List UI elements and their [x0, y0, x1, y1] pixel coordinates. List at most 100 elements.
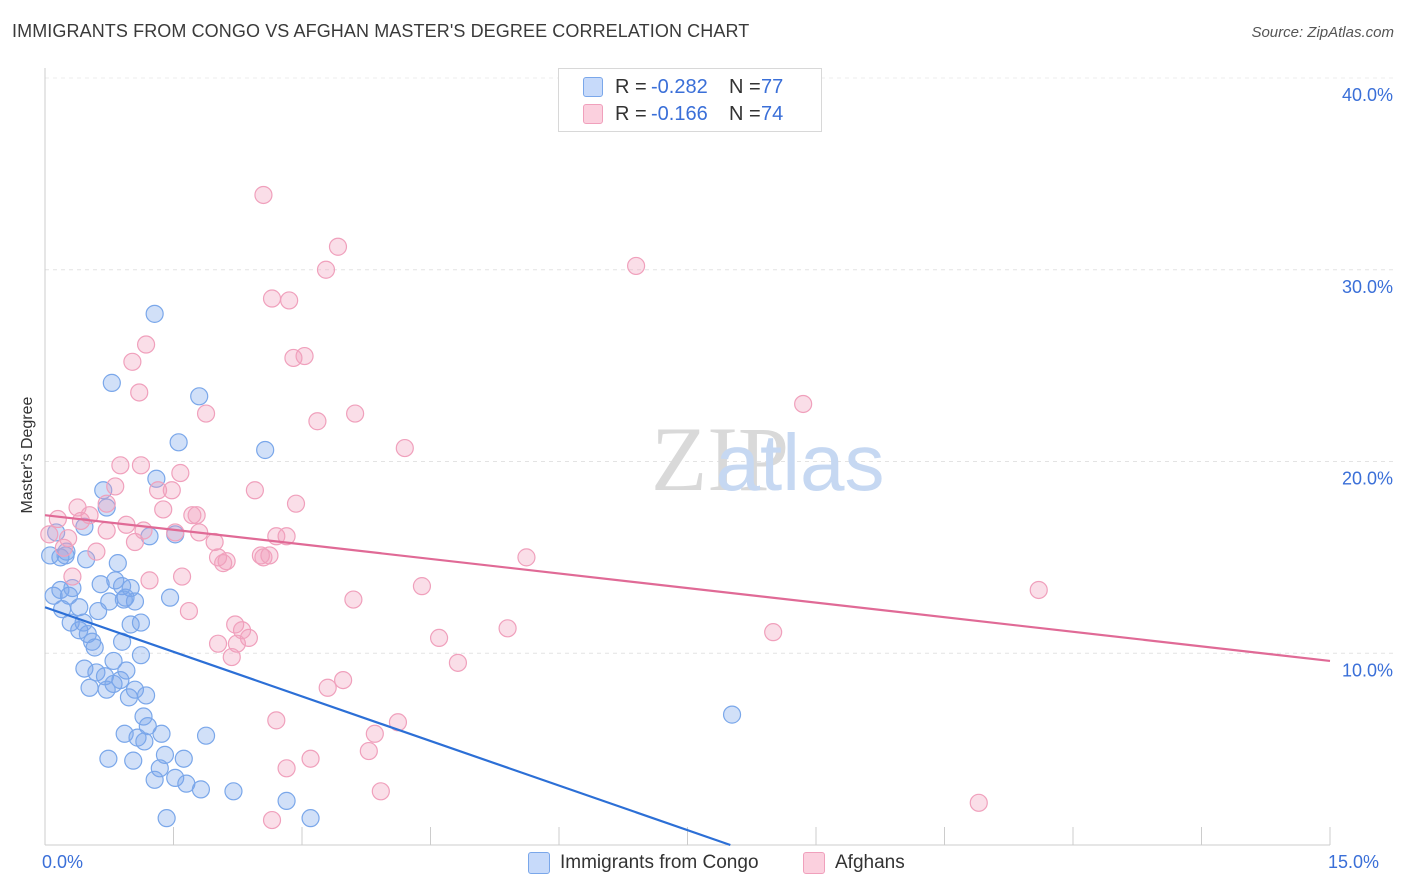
point-afghans-57: [208, 634, 228, 653]
point-afghans-37: [286, 494, 306, 513]
watermark-zip: ZIP: [651, 408, 789, 510]
point-congo-76: [114, 590, 133, 609]
legend-n-label: N =: [729, 102, 761, 125]
point-congo-56: [256, 440, 275, 460]
point-afghans-45: [346, 404, 365, 423]
point-congo-54: [169, 433, 188, 452]
point-afghans-48: [130, 383, 149, 402]
point-congo-40: [106, 571, 125, 590]
point-afghans-75: [764, 623, 783, 642]
point-afghans-47: [254, 185, 273, 205]
point-congo-22: [104, 651, 123, 671]
point-afghans-53: [172, 567, 192, 586]
point-congo-35: [108, 554, 127, 573]
legend-row-afghans: R = -0.166 N = 74: [583, 102, 783, 126]
point-congo-16: [85, 638, 104, 657]
stats-legend: R = -0.282 N = 77 R = -0.166 N = 74: [558, 68, 822, 132]
point-afghans-61: [301, 749, 320, 768]
legend-n-label: N =: [729, 75, 761, 98]
point-afghans-41: [295, 346, 314, 366]
point-afghans-58: [222, 647, 241, 667]
point-afghans-13: [134, 521, 153, 540]
point-afghans-15: [131, 456, 151, 475]
point-congo-67: [166, 768, 185, 787]
point-congo-24: [111, 670, 130, 690]
point-congo-17: [75, 659, 94, 678]
point-congo-66: [145, 770, 164, 789]
point-afghans-38: [262, 289, 282, 308]
bottom-legend-label-afghans: Afghans: [835, 852, 905, 873]
point-afghans-2: [54, 538, 73, 557]
point-afghans-46: [395, 438, 414, 458]
point-congo-65: [150, 759, 169, 778]
bottom-legend-congo: Immigrants from Congo: [528, 852, 759, 874]
bottom-legend-swatch-afghans: [803, 852, 825, 874]
legend-n-value-afghans: 74: [761, 102, 784, 125]
point-afghans-18: [162, 481, 181, 500]
point-afghans-44: [328, 237, 348, 256]
point-congo-59: [135, 732, 154, 751]
point-afghans-73: [517, 548, 536, 567]
point-afghans-55: [196, 404, 216, 423]
point-afghans-64: [344, 590, 363, 609]
point-afghans-78: [969, 793, 988, 812]
point-afghans-51: [97, 521, 116, 540]
bottom-legend-afghans: Afghans: [803, 852, 905, 874]
point-afghans-19: [166, 523, 185, 542]
point-afghans-72: [498, 619, 517, 638]
point-congo-75: [174, 749, 193, 768]
point-afghans-0: [40, 525, 59, 544]
point-afghans-50: [123, 352, 142, 371]
point-congo-29: [125, 680, 145, 699]
point-congo-63: [99, 749, 118, 768]
point-afghans-8: [97, 494, 116, 513]
point-afghans-43: [316, 260, 336, 279]
point-afghans-69: [412, 577, 432, 596]
point-afghans-9: [106, 477, 125, 496]
source-credit: Source: ZipAtlas.com: [1251, 24, 1394, 41]
point-afghans-39: [280, 291, 299, 310]
y-tick-label-30: 30.0%: [1342, 277, 1393, 297]
point-congo-53: [102, 373, 121, 392]
point-afghans-76: [794, 394, 813, 414]
point-afghans-1: [48, 509, 67, 529]
point-afghans-74: [626, 256, 646, 276]
point-afghans-56: [227, 634, 246, 653]
legend-row-congo: R = -0.282 N = 77: [583, 75, 783, 99]
point-congo-30: [131, 646, 151, 665]
point-afghans-65: [365, 724, 384, 743]
point-afghans-59: [267, 711, 286, 730]
point-congo-69: [191, 780, 211, 799]
point-afghans-77: [1029, 580, 1048, 600]
point-congo-1: [47, 523, 66, 542]
x-tick-label-max: 15.0%: [1328, 852, 1380, 872]
y-tick-label-10: 10.0%: [1342, 660, 1393, 680]
point-afghans-49: [136, 335, 156, 354]
axes: [44, 68, 1331, 846]
series-afghans-points: [40, 185, 1048, 830]
point-congo-37: [125, 592, 145, 611]
point-congo-55: [190, 387, 209, 406]
bottom-legend-label-congo: Immigrants from Congo: [560, 852, 759, 873]
point-congo-73: [301, 809, 320, 828]
point-congo-52: [160, 588, 180, 607]
x-tick-label-min: 0.0%: [42, 852, 84, 872]
point-afghans-79: [262, 810, 282, 830]
y-tick-labels: 10.0% 20.0% 30.0% 40.0%: [1342, 85, 1393, 680]
legend-swatch-congo: [583, 77, 603, 97]
point-afghans-60: [277, 759, 296, 778]
point-afghans-17: [154, 500, 173, 519]
point-afghans-7: [87, 542, 106, 561]
point-congo-50: [77, 550, 96, 569]
point-congo-64: [124, 751, 143, 770]
bottom-legend-swatch-congo: [528, 852, 550, 874]
point-congo-31: [136, 686, 156, 705]
series-congo-points: [41, 304, 742, 828]
point-afghans-20: [171, 463, 190, 483]
point-congo-34: [91, 575, 110, 594]
chart-title: IMMIGRANTS FROM CONGO VS AFGHAN MASTER'S…: [12, 21, 750, 41]
point-congo-38: [131, 613, 151, 632]
trend-lines: [44, 514, 1331, 847]
point-afghans-68: [371, 782, 390, 801]
